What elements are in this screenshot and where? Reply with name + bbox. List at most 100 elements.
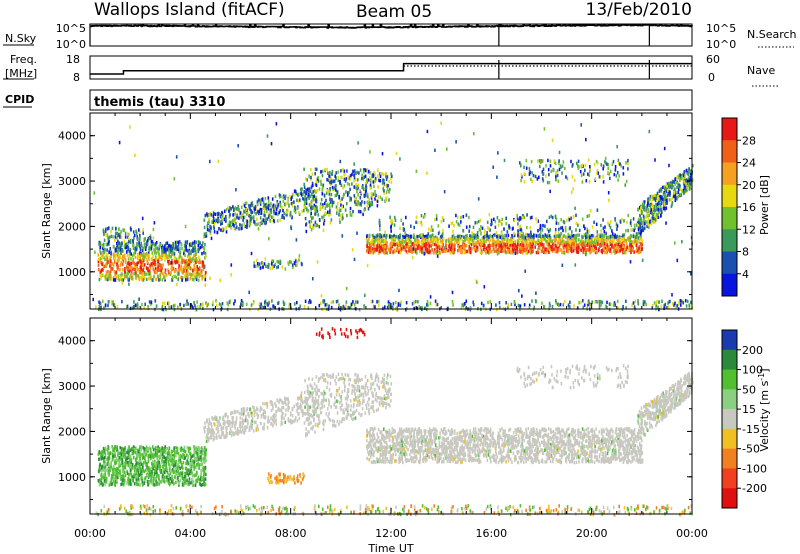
range-gate-cell xyxy=(485,239,487,243)
range-gate-cell xyxy=(622,304,624,309)
range-gate-cell xyxy=(149,234,152,238)
range-gate-cell xyxy=(359,196,362,200)
range-gate-cell xyxy=(504,244,507,249)
range-gate-cell xyxy=(627,228,629,233)
range-gate-cell xyxy=(97,267,100,272)
range-gate-cell xyxy=(630,228,632,232)
range-gate-cell xyxy=(324,211,326,215)
range-gate-cell xyxy=(426,299,429,304)
range-gate-cell xyxy=(505,221,508,226)
range-gate-cell xyxy=(645,302,647,307)
range-gate-cell xyxy=(194,256,197,260)
range-gate-cell xyxy=(462,304,465,308)
range-gate-cell xyxy=(538,246,541,250)
range-gate-cell xyxy=(534,174,537,179)
range-gate-cell xyxy=(655,196,658,200)
range-gate-cell xyxy=(518,225,521,230)
range-gate-cell xyxy=(323,218,326,223)
range-gate-cell xyxy=(279,218,281,222)
range-gate-cell xyxy=(357,209,360,214)
range-gate-cell xyxy=(458,223,461,227)
range-gate-cell xyxy=(194,257,197,262)
range-gate-cell xyxy=(587,299,590,303)
range-gate-cell xyxy=(529,233,531,237)
range-gate-cell xyxy=(488,213,491,217)
range-gate-cell xyxy=(343,192,345,197)
range-gate-cell xyxy=(127,246,129,250)
range-gate-cell xyxy=(655,301,657,305)
range-gate-cell xyxy=(545,164,547,168)
range-gate-cell xyxy=(196,259,199,263)
range-gate-cell xyxy=(435,243,438,247)
range-gate-cell xyxy=(418,240,421,245)
range-gate-cell xyxy=(534,245,536,249)
range-gate-cell xyxy=(129,226,132,230)
range-gate-cell xyxy=(513,233,516,238)
range-gate-cell xyxy=(309,194,312,199)
range-gate-cell xyxy=(274,262,276,266)
range-gate-cell xyxy=(303,197,305,202)
range-gate-cell xyxy=(100,255,102,259)
range-gate-cell xyxy=(201,260,204,264)
range-gate-cell xyxy=(452,251,455,255)
range-gate-cell xyxy=(249,207,251,212)
range-gate-cell xyxy=(258,209,260,213)
range-gate-cell xyxy=(208,228,210,233)
range-gate-cell xyxy=(349,187,351,192)
range-gate-cell xyxy=(128,240,130,244)
range-gate-cell xyxy=(555,217,558,222)
range-gate-cell xyxy=(139,233,141,238)
range-gate-cell xyxy=(248,214,250,218)
range-gate-cell xyxy=(371,236,374,241)
range-gate-cell xyxy=(664,187,667,191)
range-gate-cell xyxy=(471,238,473,242)
range-gate-cell xyxy=(126,250,128,254)
range-gate-cell xyxy=(626,245,628,250)
range-gate-cell xyxy=(116,236,118,240)
range-gate-cell xyxy=(105,242,108,247)
range-gate-cell xyxy=(379,224,381,228)
range-gate-cell xyxy=(185,274,187,279)
range-gate-cell xyxy=(184,240,187,244)
range-gate-cell xyxy=(246,219,248,223)
range-gate-cell xyxy=(192,306,194,310)
range-gate-cell xyxy=(558,235,560,239)
range-gate-cell xyxy=(676,258,679,263)
range-gate-cell xyxy=(676,185,678,190)
range-gate-cell xyxy=(589,239,591,243)
range-gate-cell xyxy=(378,251,380,255)
range-gate-cell xyxy=(259,266,262,270)
range-gate-cell xyxy=(354,198,356,202)
range-gate-cell xyxy=(107,276,109,280)
range-gate-cell xyxy=(656,212,658,217)
range-gate-cell xyxy=(134,303,137,307)
range-gate-cell xyxy=(355,199,358,203)
range-gate-cell xyxy=(491,234,494,239)
range-gate-cell xyxy=(151,251,153,255)
range-gate-cell xyxy=(639,222,641,226)
range-gate-cell xyxy=(596,168,599,173)
range-gate-cell xyxy=(488,251,490,255)
range-gate-cell xyxy=(618,161,620,166)
range-gate-cell xyxy=(270,205,273,209)
range-gate-cell xyxy=(531,179,534,184)
range-gate-cell xyxy=(309,189,312,194)
range-gate-cell xyxy=(126,244,129,248)
range-gate-cell xyxy=(527,234,529,238)
range-gate-cell xyxy=(229,206,231,210)
range-gate-cell xyxy=(202,267,205,272)
range-gate-cell xyxy=(107,269,109,274)
range-gate-cell xyxy=(488,235,490,240)
range-gate-cell xyxy=(253,220,255,224)
range-gate-cell xyxy=(121,281,124,285)
range-gate-cell xyxy=(632,234,635,239)
range-gate-cell xyxy=(404,247,407,251)
range-gate-cell xyxy=(435,214,438,218)
range-gate-cell xyxy=(162,301,164,305)
range-gate-cell xyxy=(104,303,107,307)
range-gate-cell xyxy=(242,213,244,217)
range-gate-cell xyxy=(379,174,382,178)
range-gate-cell xyxy=(113,303,116,307)
range-gate-cell xyxy=(673,180,675,184)
range-gate-cell xyxy=(497,247,500,252)
